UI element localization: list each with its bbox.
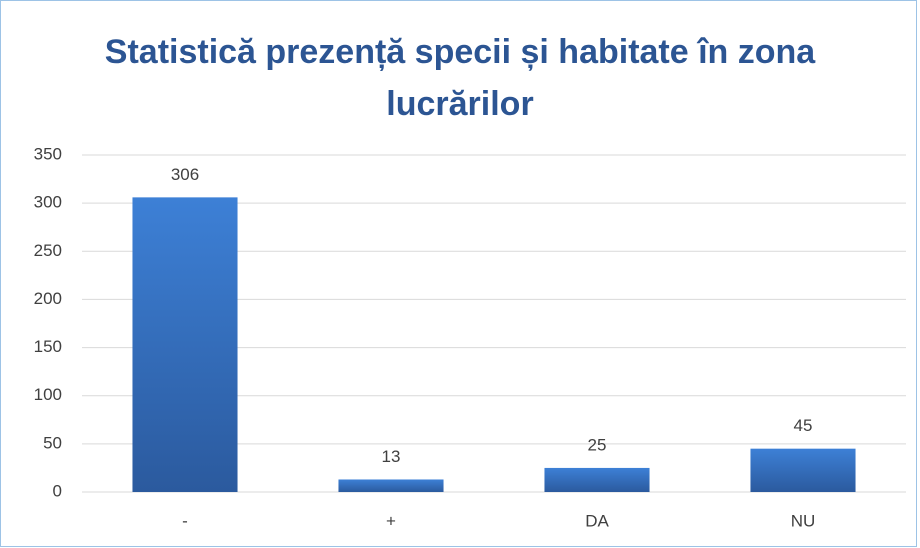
bar <box>750 448 856 492</box>
bar <box>132 197 238 492</box>
y-tick-label: 100 <box>34 385 62 404</box>
y-tick-label: 0 <box>53 481 62 500</box>
bar <box>338 479 444 492</box>
y-tick-label: 250 <box>34 241 62 260</box>
y-tick-label: 150 <box>34 337 62 356</box>
y-tick-label: 200 <box>34 289 62 308</box>
y-tick-label: 50 <box>43 433 62 452</box>
data-label: 306 <box>171 165 199 184</box>
x-tick-label: DA <box>585 511 609 530</box>
y-tick-label: 350 <box>34 144 62 163</box>
x-tick-label: NU <box>791 511 816 530</box>
x-tick-label: - <box>182 511 188 530</box>
bar <box>544 467 650 492</box>
data-label: 45 <box>794 416 813 435</box>
x-tick-label: + <box>386 511 396 530</box>
data-label: 25 <box>588 435 607 454</box>
chart-title: Statistică prezență specii și habitate î… <box>104 33 816 123</box>
y-tick-label: 300 <box>34 193 62 212</box>
data-label: 13 <box>382 447 401 466</box>
